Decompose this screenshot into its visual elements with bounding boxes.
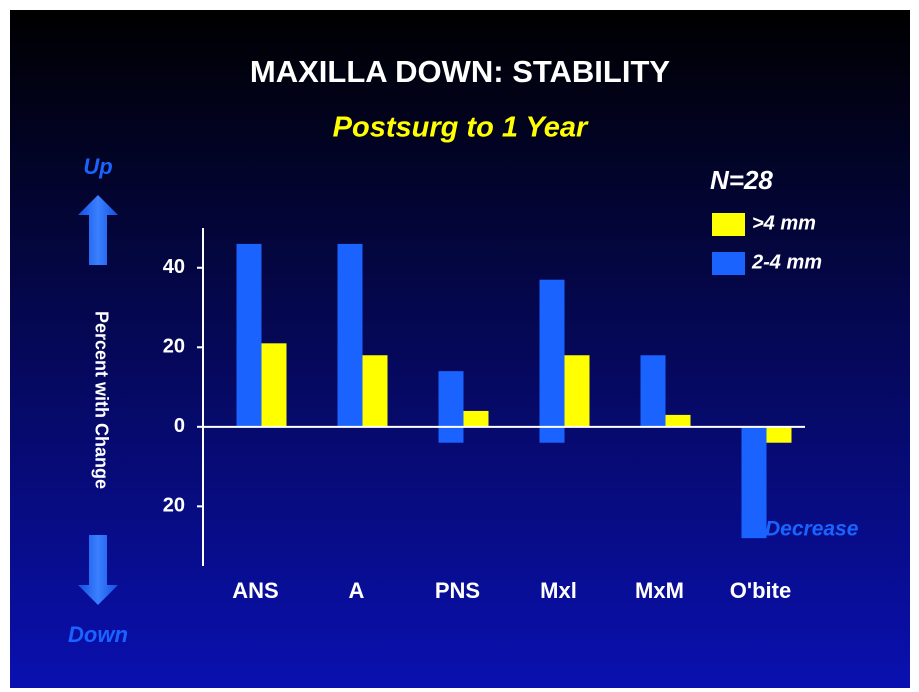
x-tick-label: O'bite	[730, 578, 791, 603]
up-arrow	[78, 195, 118, 265]
bar	[539, 426, 565, 443]
legend-label: 2-4 mm	[751, 251, 822, 273]
y-tick-label: 0	[174, 415, 185, 437]
up-label: Up	[83, 154, 112, 179]
legend-swatch	[712, 252, 745, 275]
bar	[539, 279, 565, 427]
bar	[463, 410, 489, 427]
x-tick-label: A	[349, 578, 365, 603]
bar	[665, 414, 691, 427]
y-tick-label: 40	[163, 256, 185, 278]
x-tick-label: ANS	[232, 578, 278, 603]
legend-title: N=28	[710, 165, 773, 195]
bar	[362, 355, 388, 427]
x-tick-label: MxM	[635, 578, 684, 603]
bar	[236, 243, 262, 427]
bar	[640, 355, 666, 427]
y-axis-label: Percent with Change	[91, 311, 111, 489]
legend-label: >4 mm	[752, 212, 816, 234]
background	[10, 10, 910, 688]
chart-subtitle: Postsurg to 1 Year	[333, 112, 589, 144]
bar	[564, 355, 590, 427]
x-tick-label: Mxl	[540, 578, 577, 603]
down-label: Down	[68, 622, 128, 647]
bar	[741, 426, 767, 539]
bar	[766, 426, 792, 443]
bar	[438, 371, 464, 427]
y-tick-label: 20	[163, 336, 185, 358]
bar	[261, 343, 287, 427]
legend-swatch	[712, 213, 745, 236]
down-arrow	[78, 535, 118, 605]
bar	[438, 426, 464, 443]
bar	[337, 243, 363, 427]
y-tick-label: 20	[163, 495, 185, 517]
x-tick-label: PNS	[435, 578, 480, 603]
annotation: Decrease	[765, 518, 859, 541]
chart-title: MAXILLA DOWN: STABILITY	[250, 54, 670, 89]
